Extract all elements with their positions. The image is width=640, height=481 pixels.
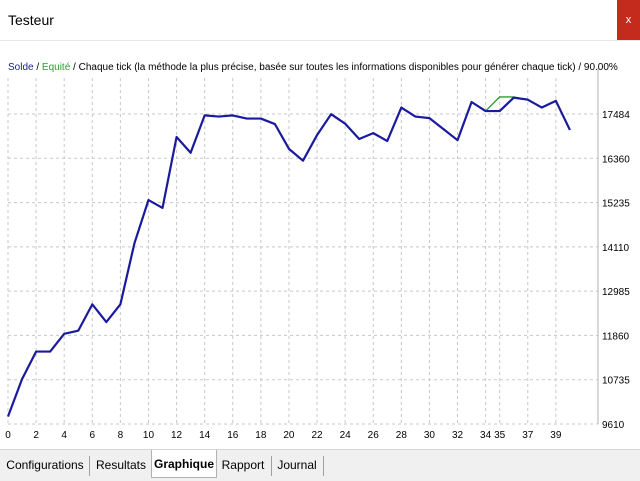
chart-area xyxy=(0,52,640,448)
tab-separator xyxy=(323,456,324,476)
series-line-solde xyxy=(6,96,571,417)
close-icon: x xyxy=(625,14,632,26)
x-tick-label: 24 xyxy=(340,430,352,441)
tab-bar: Configurations Resultats Graphique Rappo… xyxy=(0,449,640,481)
x-tick-label: 10 xyxy=(143,430,155,441)
x-tick-label: 26 xyxy=(368,430,380,441)
tab-resultats[interactable]: Resultats xyxy=(95,458,147,472)
x-tick-label: 20 xyxy=(283,430,295,441)
x-tick-label: 16 xyxy=(227,430,239,441)
window-title: Testeur xyxy=(8,12,54,28)
tab-graphique[interactable]: Graphique xyxy=(151,450,217,478)
x-tick-label: 6 xyxy=(90,430,96,441)
legend-solde: Solde xyxy=(8,62,34,73)
x-tick-label: 32 xyxy=(452,430,464,441)
legend-sep: / xyxy=(33,62,42,73)
y-tick-label: 17484 xyxy=(602,110,630,121)
chart-legend: Solde / Equité / Chaque tick (la méthode… xyxy=(8,62,618,73)
x-tick-label: 30 xyxy=(424,430,436,441)
y-tick-label: 9610 xyxy=(602,420,625,431)
x-tick-label: 8 xyxy=(118,430,124,441)
y-tick-label: 16360 xyxy=(602,154,630,165)
x-tick-label: 22 xyxy=(311,430,323,441)
y-tick-label: 15235 xyxy=(602,199,630,210)
chart-grid xyxy=(7,78,598,425)
y-axis-labels: 9610 10735 11860 12985 14110 15235 16360 17484 xyxy=(602,110,630,431)
tab-configurations[interactable]: Configurations xyxy=(6,458,84,472)
legend-equite: Equité xyxy=(41,62,71,73)
tab-separator xyxy=(89,456,90,476)
x-tick-label: 35 xyxy=(494,430,506,441)
y-tick-label: 10735 xyxy=(602,376,630,387)
x-tick-label: 34 xyxy=(480,430,492,441)
legend-description: / Chaque tick (la méthode la plus précis… xyxy=(70,62,618,73)
x-axis-labels: 0 2 4 6 8 10 12 14 16 18 20 22 24 26 28 30 32 34 35 37 39 xyxy=(5,430,562,441)
x-tick-label: 4 xyxy=(61,430,67,441)
x-tick-label: 18 xyxy=(255,430,267,441)
tab-rapport[interactable]: Rapport xyxy=(221,458,265,472)
tab-journal[interactable]: Journal xyxy=(277,458,317,472)
x-tick-label: 39 xyxy=(550,430,562,441)
x-tick-label: 37 xyxy=(522,430,534,441)
x-tick-label: 12 xyxy=(171,430,183,441)
window-titlebar: Testeur x xyxy=(0,0,640,41)
tab-separator xyxy=(271,456,272,476)
balance-chart: 0 2 4 6 8 10 12 14 16 18 20 22 24 26 28 30 32 34 35 37 39 96… xyxy=(5,68,630,441)
x-tick-label: 28 xyxy=(396,430,408,441)
y-tick-label: 14110 xyxy=(602,243,630,254)
close-button[interactable]: x xyxy=(617,0,640,40)
x-tick-label: 2 xyxy=(33,430,39,441)
x-tick-label: 14 xyxy=(199,430,211,441)
y-tick-label: 11860 xyxy=(602,331,630,342)
y-tick-label: 12985 xyxy=(602,287,630,298)
x-tick-label: 0 xyxy=(5,430,11,441)
